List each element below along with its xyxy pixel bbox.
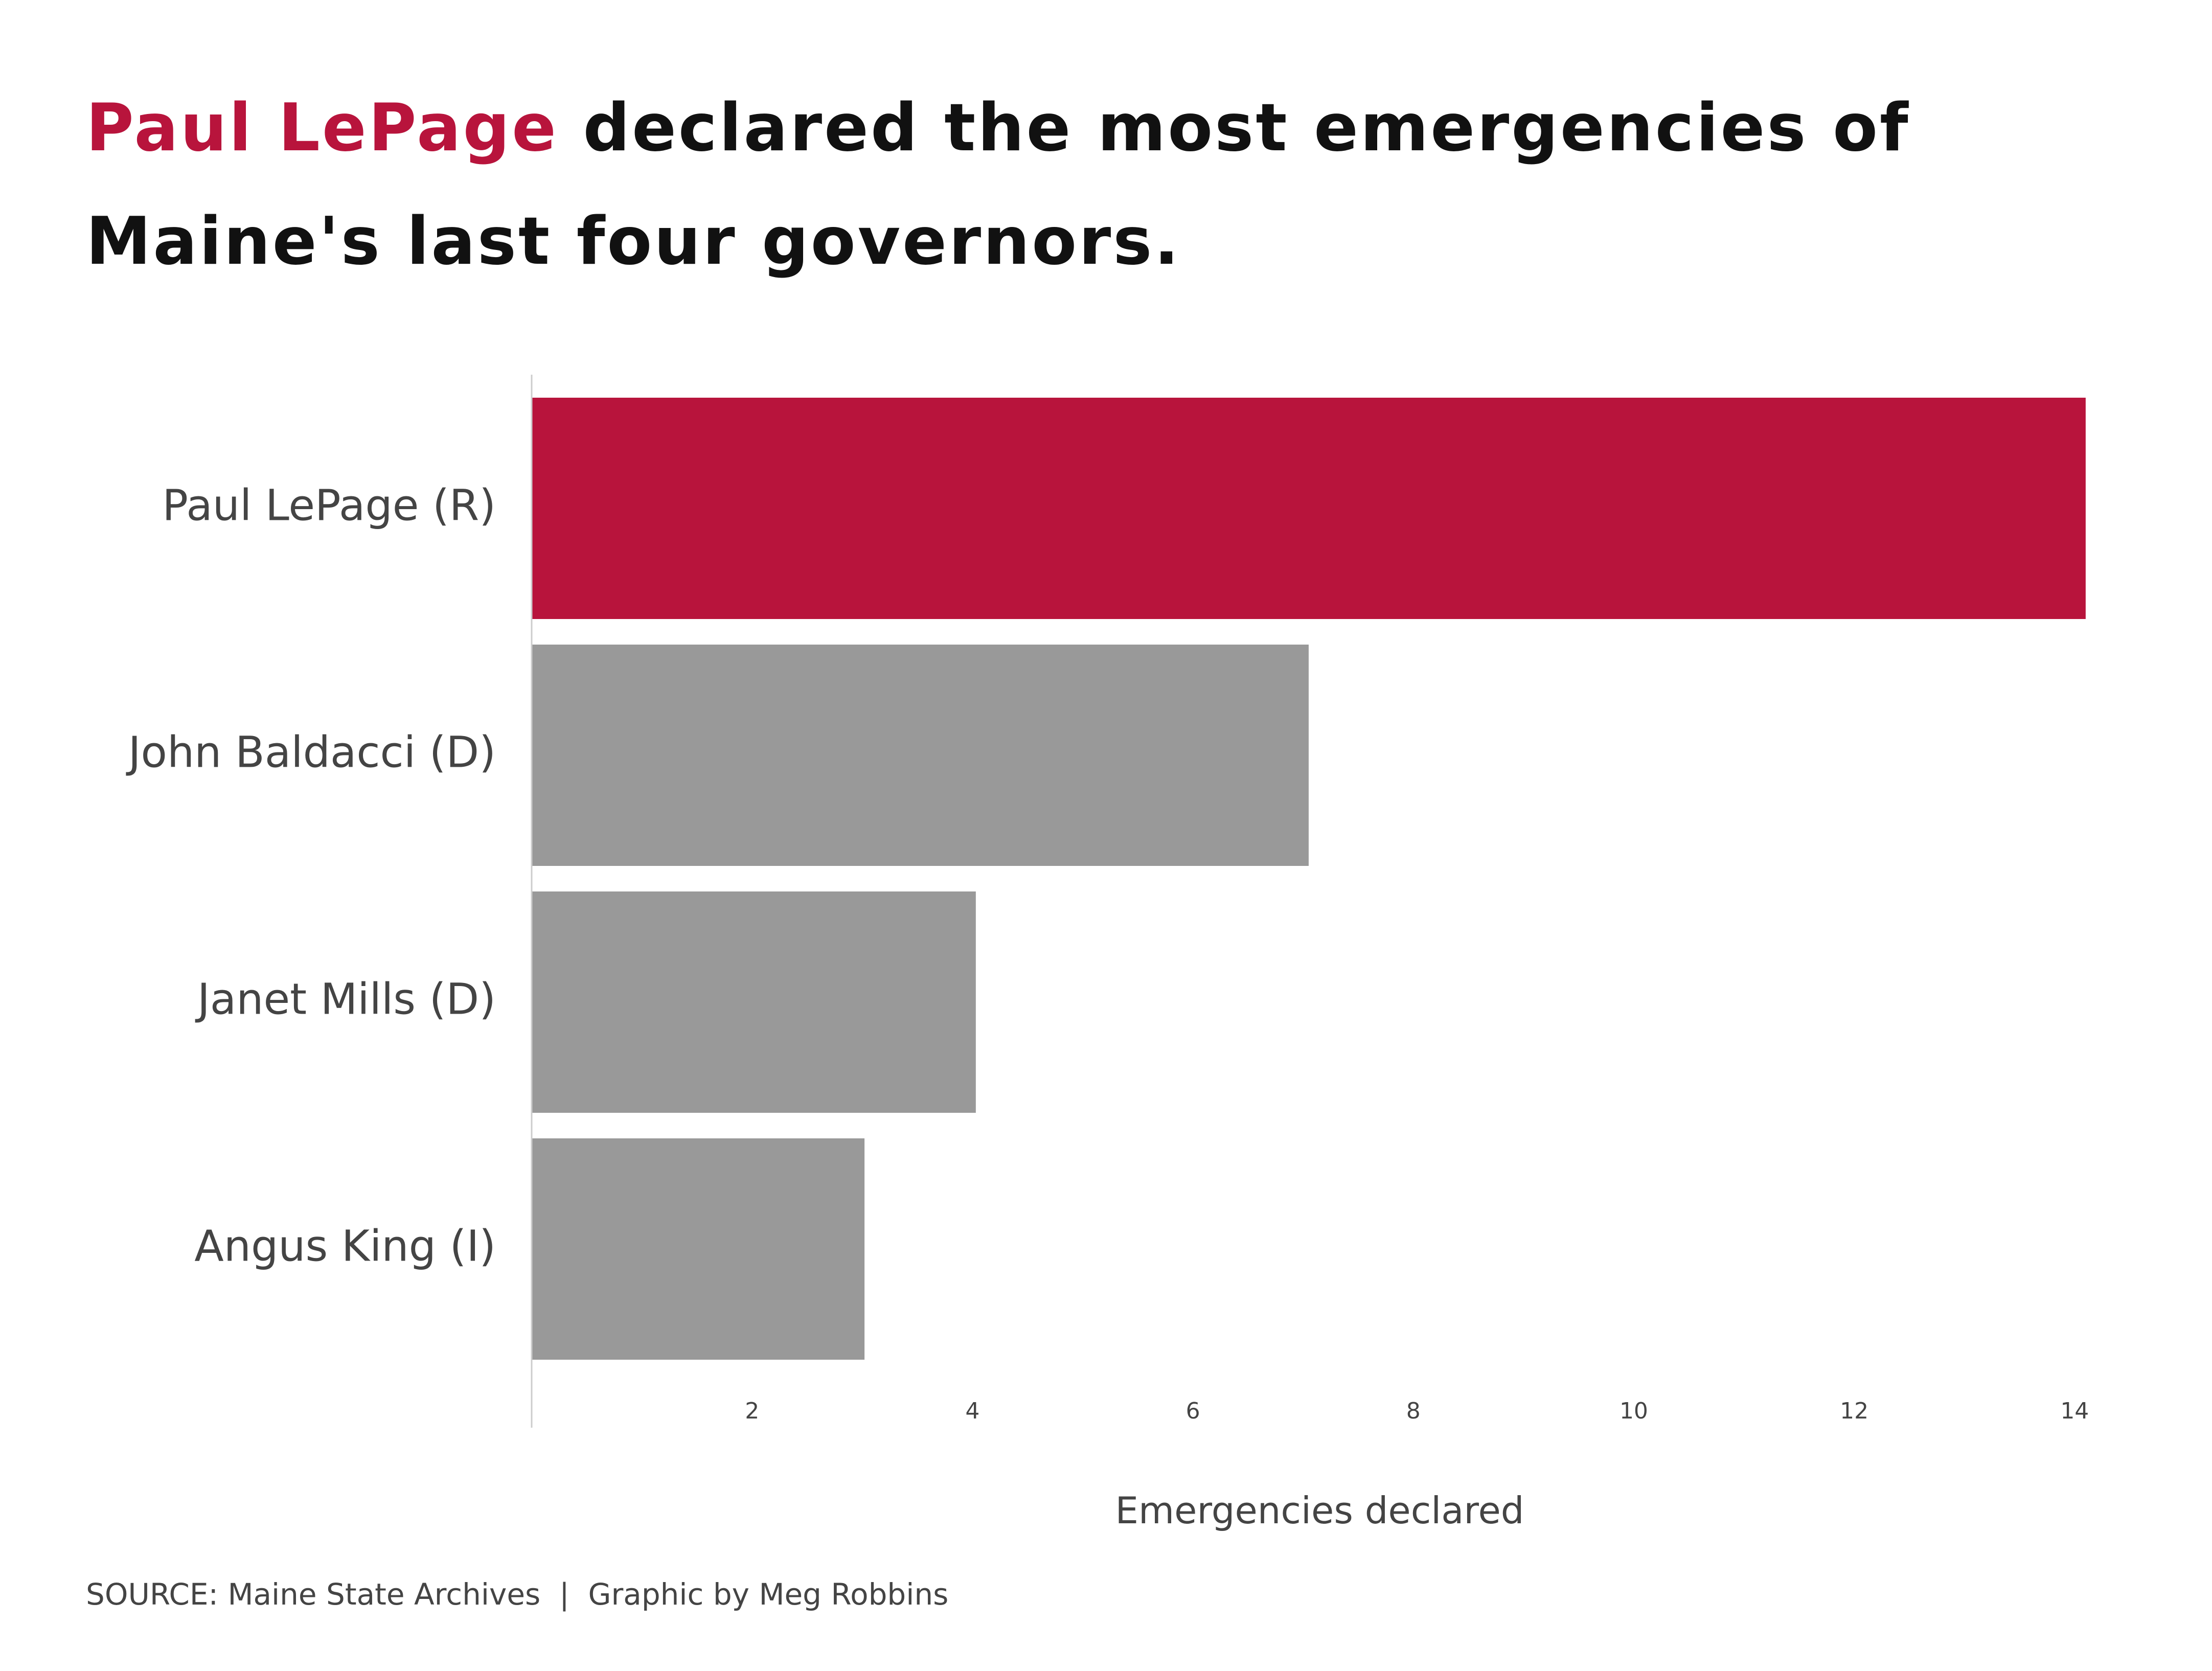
category-label: John Baldacci (D) — [126, 727, 496, 777]
category-label: Angus King (I) — [194, 1221, 496, 1271]
x-tick-label: 6 — [1186, 1398, 1200, 1424]
chart-title-rest: declared the most emergencies of Maine's… — [86, 90, 1910, 280]
x-tick-label: 4 — [965, 1398, 979, 1424]
x-tick-labels: 2 4 6 8 10 12 14 — [745, 1398, 2089, 1424]
category-labels: Paul LePage (R) John Baldacci (D) Janet Mi… — [126, 480, 496, 1271]
x-tick-label: 12 — [1840, 1398, 1868, 1424]
x-tick-label: 14 — [2060, 1398, 2089, 1424]
bars-group — [532, 398, 2086, 1360]
category-label: Janet Mills (D) — [195, 974, 496, 1024]
source-note: SOURCE: Maine State Archives | Graphic b… — [86, 1577, 949, 1612]
bar-janet-mills-d — [532, 891, 976, 1113]
chart-title: Paul LePage declared the most emergencie… — [86, 72, 2080, 299]
chart-title-highlight: Paul LePage — [86, 90, 558, 166]
x-tick-label: 10 — [1620, 1398, 1648, 1424]
category-label: Paul LePage (R) — [162, 480, 496, 530]
bar-john-baldacci-d — [532, 645, 1309, 866]
x-tick-label: 2 — [745, 1398, 759, 1424]
x-axis-title: Emergencies declared — [1115, 1489, 1524, 1532]
bar-paul-lepage-r — [532, 398, 2086, 619]
x-tick-label: 8 — [1406, 1398, 1421, 1424]
bar-angus-king-i — [532, 1138, 865, 1360]
